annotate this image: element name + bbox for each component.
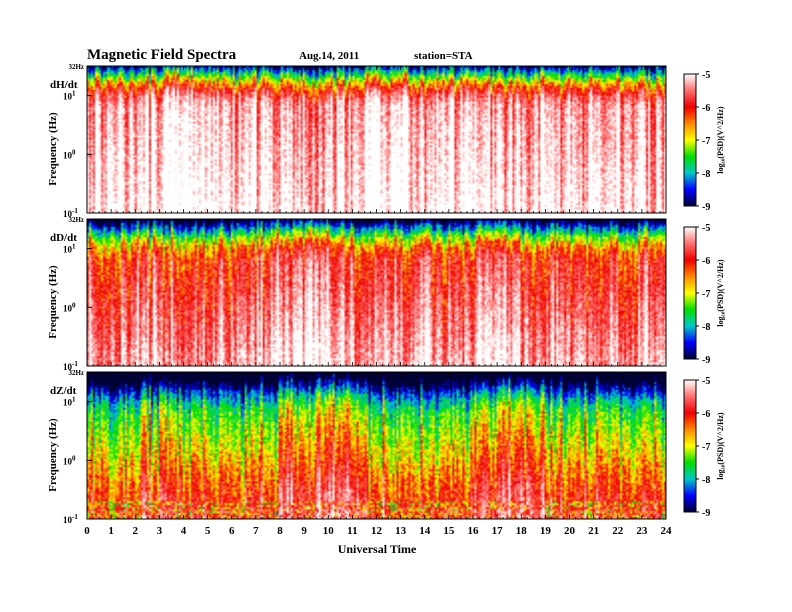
colorbar-label: log₁₀(PSD)(V^2/Hz) [716, 106, 725, 174]
colorbar-tick-label: -5 [702, 70, 710, 81]
y-tick-label: 100 [63, 454, 76, 466]
x-tick-label: 21 [588, 525, 599, 537]
panel-label: dD/dt [50, 232, 77, 244]
x-tick-label: 22 [612, 525, 624, 537]
x-tick-label: 19 [540, 525, 552, 537]
spectrogram-image [87, 219, 666, 366]
colorbar-tick-label: -7 [702, 289, 710, 300]
y-tick-exponent: 1 [72, 243, 76, 251]
x-axis: 0 1 2 3 4 5 6 7 8 9 10 11 12 13 14 15 16 17 18 19 20 21 22 23 24 [84, 525, 672, 537]
x-tick-label: 2 [133, 525, 139, 537]
x-tick-label: 11 [347, 525, 357, 537]
colorbar-tick-label: -9 [702, 355, 710, 366]
y-axis-label: Frequency (Hz) [47, 265, 59, 339]
x-tick-label: 7 [253, 525, 259, 537]
colorbar [683, 379, 697, 513]
colorbar-tick-label: -6 [702, 256, 710, 267]
spectrogram-image [87, 66, 666, 213]
colorbar-tick-label: -6 [702, 103, 710, 114]
date-label: Aug.14, 2011 [299, 50, 359, 62]
y-axis-label: Frequency (Hz) [47, 112, 59, 186]
y-tick-label: 100 [63, 301, 76, 313]
colorbar-tick-label: -5 [702, 223, 710, 234]
x-tick-label: 10 [323, 525, 335, 537]
spectrogram-image [87, 372, 666, 519]
x-tick-label: 17 [492, 525, 504, 537]
colorbar-tick-label: -6 [702, 409, 710, 420]
x-tick-label: 20 [564, 525, 576, 537]
x-tick-label: 14 [419, 525, 431, 537]
colorbar-tick-label: -7 [702, 442, 710, 453]
colorbar-label: log₁₀(PSD)(V^2/Hz) [716, 412, 725, 480]
x-tick-label: 1 [108, 525, 114, 537]
spectrogram-panel-dd-dt: dD/dt Frequency (Hz) 32Hz 101 100 1 0 -1 -5 -6 -7 -… [47, 216, 725, 372]
y-tick-exponent: 1 [72, 90, 76, 98]
y-tick-exponent: 0 [72, 454, 76, 462]
x-tick-label: 15 [443, 525, 455, 537]
y-tick-exponent: 0 [72, 301, 76, 309]
x-tick-label: 13 [395, 525, 407, 537]
y-tick-exponent: 1 [72, 396, 76, 404]
colorbar-tick-label: -9 [702, 508, 710, 519]
x-tick-label: 4 [181, 525, 187, 537]
x-tick-label: 23 [636, 525, 648, 537]
colorbar-tick-label: -8 [702, 169, 710, 180]
x-tick-label: 18 [516, 525, 528, 537]
y-tick-exponent: -1 [72, 360, 78, 368]
y-tick-label: 100 [63, 148, 76, 160]
x-tick-label: 24 [661, 525, 673, 537]
y-tick-label: 10-1 [63, 513, 78, 525]
colorbar-label: log₁₀(PSD)(V^2/Hz) [716, 259, 725, 327]
y-tick-exponent: -1 [72, 207, 78, 215]
x-axis-label: Universal Time [338, 542, 417, 556]
spectrogram-panel-dh-dt: dH/dt Frequency (Hz) 32Hz 101 100 1 0 -1 -5 -6 -7 -… [47, 63, 725, 219]
panel-label: dH/dt [50, 79, 78, 91]
colorbar-tick-label: -9 [702, 202, 710, 213]
y-tick-exponent: 0 [72, 148, 76, 156]
y-top-label: 32Hz [68, 369, 84, 377]
figure-title: Magnetic Field Spectra [87, 47, 237, 63]
x-tick-label: 12 [371, 525, 383, 537]
colorbar-tick-label: -7 [702, 136, 710, 147]
x-tick-label: 9 [301, 525, 307, 537]
x-tick-label: 3 [157, 525, 163, 537]
x-tick-label: 5 [205, 525, 211, 537]
colorbar [683, 73, 697, 207]
colorbar-tick-label: -8 [702, 475, 710, 486]
y-axis-label: Frequency (Hz) [47, 418, 59, 492]
y-tick-label: 101 [63, 396, 76, 408]
x-tick-label: 16 [468, 525, 480, 537]
y-tick-exponent: -1 [72, 513, 78, 521]
station-label: station=STA [414, 50, 473, 62]
panel-label: dZ/dt [50, 385, 77, 397]
x-tick-label: 0 [84, 525, 90, 537]
colorbar-tick-label: -5 [702, 376, 710, 387]
y-top-label: 32Hz [68, 216, 84, 224]
x-tick-label: 6 [229, 525, 235, 537]
colorbar-tick-label: -8 [702, 322, 710, 333]
y-top-label: 32Hz [68, 63, 84, 71]
y-tick-label: 101 [63, 243, 76, 255]
x-tick-label: 8 [277, 525, 283, 537]
colorbar [683, 226, 697, 360]
y-tick-label: 101 [63, 90, 76, 102]
